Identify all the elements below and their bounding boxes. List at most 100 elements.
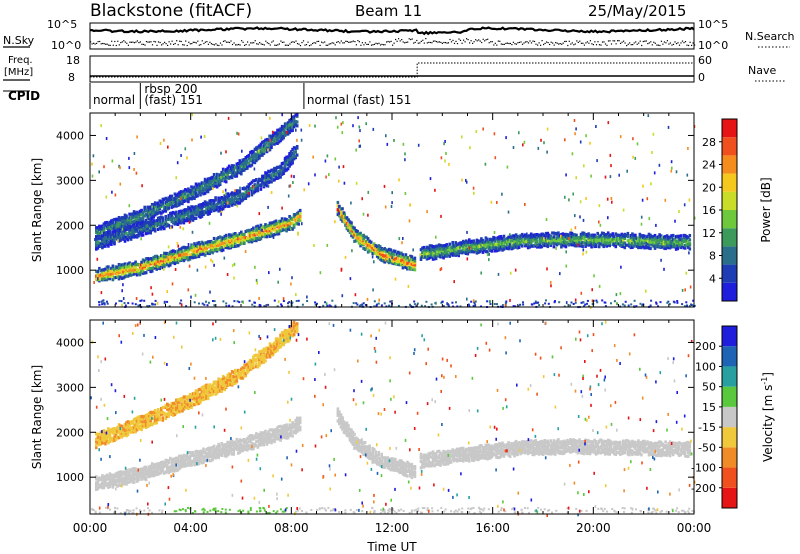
nsearch-point (463, 39, 465, 41)
heatmap-cell (662, 235, 666, 239)
heatmap-cell (110, 224, 113, 228)
heatmap-noise (585, 250, 588, 254)
heatmap-cell (688, 305, 691, 308)
heatmap-cell (185, 216, 189, 220)
nsearch-point (630, 44, 632, 46)
heatmap-cell (498, 237, 501, 241)
nsearch-point (461, 42, 463, 44)
heatmap-cell (637, 236, 640, 240)
heatmap-cell (117, 223, 121, 228)
heatmap-cell (386, 256, 390, 261)
heatmap-cell (427, 246, 430, 250)
heatmap-cell (336, 209, 340, 214)
heatmap-noise (295, 293, 297, 297)
nsearch-point (626, 45, 628, 47)
heatmap-cell (161, 263, 165, 267)
heatmap-cell (132, 228, 136, 233)
heatmap-cell (316, 302, 318, 305)
heatmap-cell (430, 255, 433, 259)
heatmap-cell (167, 217, 171, 222)
heatmap-cell (291, 125, 294, 129)
heatmap-cell (182, 214, 186, 218)
heatmap-cell (549, 236, 553, 241)
heatmap-cell (111, 224, 115, 228)
heatmap-cell (125, 274, 128, 278)
heatmap-cell (208, 179, 211, 183)
heatmap-cell (244, 166, 248, 170)
heatmap-cell (252, 150, 255, 154)
heatmap-cell (608, 241, 611, 245)
heatmap-cell (478, 239, 482, 243)
heatmap-cell (105, 235, 109, 239)
nsearch-point (319, 44, 321, 46)
nsearch-point (524, 41, 527, 43)
heatmap-cell (424, 255, 427, 259)
heatmap-cell (671, 244, 675, 249)
heatmap-noise (156, 301, 159, 305)
heatmap-cell (596, 236, 599, 240)
heatmap-cell (200, 186, 204, 190)
heatmap-cell (526, 243, 530, 247)
nsearch-point (228, 41, 231, 44)
heatmap-noise (465, 178, 467, 182)
heatmap-cell (528, 241, 531, 245)
nsearch-point (265, 40, 267, 42)
nsearch-point (141, 43, 143, 45)
heatmap-cell (362, 237, 365, 241)
heatmap-cell (256, 189, 260, 193)
heatmap-noise (523, 140, 526, 144)
heatmap-cell (129, 237, 133, 241)
heatmap-noise (493, 132, 496, 136)
heatmap-cell (276, 176, 279, 180)
heatmap-cell (117, 216, 121, 220)
heatmap-cell (128, 236, 131, 240)
heatmap-cell (295, 211, 299, 215)
heatmap-cell (404, 265, 408, 269)
heatmap-cell (538, 304, 541, 307)
heatmap-cell (298, 211, 302, 215)
nsearch-point (216, 44, 218, 46)
heatmap-cell (126, 222, 130, 226)
heatmap-cell (412, 265, 415, 269)
heatmap-cell (199, 249, 202, 253)
heatmap-cell (164, 222, 168, 226)
heatmap-noise (237, 166, 240, 170)
heatmap-cell (105, 483, 109, 487)
heatmap-cell (147, 220, 151, 224)
nsearch-point (526, 41, 528, 43)
heatmap-cell (169, 201, 172, 205)
heatmap-cell (191, 214, 195, 218)
heatmap-cell (294, 150, 297, 154)
heatmap-cell (356, 229, 359, 234)
heatmap-cell (274, 176, 278, 180)
heatmap-cell (123, 239, 127, 243)
heatmap-cell (507, 238, 510, 242)
heatmap-cell (190, 217, 193, 221)
heatmap-noise (300, 138, 303, 142)
heatmap-cell (203, 253, 207, 257)
heatmap-cell (425, 248, 429, 252)
heatmap-cell (460, 241, 464, 245)
heatmap-cell (211, 251, 214, 255)
heatmap-cell (523, 239, 527, 244)
heatmap-cell (681, 303, 684, 306)
heatmap-cell (225, 305, 228, 308)
heatmap-cell (206, 304, 209, 307)
nsearch-point (614, 40, 616, 42)
nsearch-point (503, 43, 505, 45)
heatmap-cell (454, 242, 457, 246)
heatmap-cell (95, 269, 98, 273)
date-title: 25/May/2015 (588, 2, 686, 20)
heatmap-cell (262, 181, 266, 185)
heatmap-cell (252, 228, 255, 232)
heatmap-noise (335, 116, 337, 120)
heatmap-cell (119, 475, 122, 479)
heatmap-cell (364, 304, 367, 306)
heatmap-cell (184, 218, 187, 223)
heatmap-cell (190, 205, 193, 209)
heatmap-cell (516, 237, 519, 241)
heatmap-cell (404, 257, 408, 261)
heatmap-noise (225, 150, 227, 154)
heatmap-noise (579, 140, 582, 144)
heatmap-cell (167, 264, 171, 268)
